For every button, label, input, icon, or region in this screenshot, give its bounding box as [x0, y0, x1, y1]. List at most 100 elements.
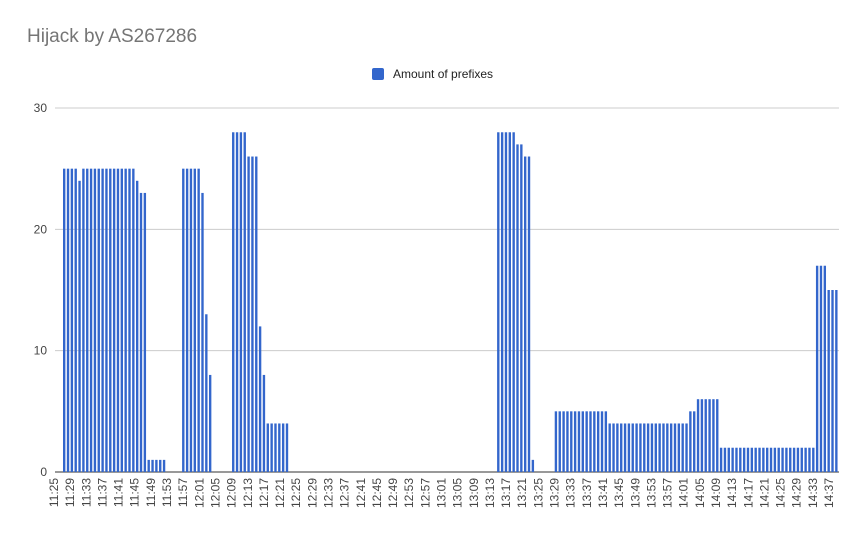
bar — [735, 447, 738, 472]
bar — [608, 423, 611, 472]
bar — [109, 168, 112, 473]
bar — [266, 423, 269, 472]
bar — [116, 168, 120, 473]
bar — [685, 423, 688, 472]
bar — [666, 423, 669, 472]
bar — [754, 447, 757, 472]
bar — [562, 411, 565, 472]
bar — [527, 156, 531, 472]
x-tick-label: 14:13 — [725, 478, 739, 508]
bar — [78, 180, 81, 473]
bar — [700, 399, 704, 472]
legend: Amount of prefixes — [372, 67, 493, 81]
x-tick-label: 12:45 — [370, 478, 384, 508]
bar — [101, 168, 104, 473]
bar — [189, 168, 193, 473]
bar — [554, 411, 558, 472]
bar — [278, 423, 281, 472]
bar — [589, 411, 592, 472]
y-axis-ticks: 0 10 20 30 — [34, 101, 48, 479]
x-tick-label: 12:25 — [289, 478, 303, 508]
x-axis-ticks: 11:25 11:29 11:33 11:37 11:41 11:45 11:49 11:53… — [47, 478, 836, 508]
x-tick-label: 11:49 — [144, 478, 158, 507]
bar — [147, 459, 150, 472]
y-tick-label: 20 — [34, 222, 48, 236]
bar — [781, 447, 784, 472]
bar — [750, 447, 754, 472]
bar — [132, 168, 135, 473]
x-tick-label: 12:17 — [257, 478, 271, 508]
x-tick-label: 14:25 — [774, 478, 788, 508]
bar — [105, 168, 108, 473]
x-tick-label: 11:53 — [160, 478, 174, 507]
x-tick-label: 11:33 — [79, 478, 93, 507]
bar — [235, 132, 239, 472]
bar — [681, 423, 684, 472]
bar — [773, 447, 777, 472]
bar — [274, 423, 277, 472]
x-tick-label: 13:13 — [483, 478, 497, 508]
bar — [819, 265, 823, 472]
bar — [566, 411, 569, 472]
bar — [658, 423, 661, 472]
x-tick-label: 12:29 — [305, 478, 319, 508]
bar — [66, 168, 70, 473]
y-tick-label: 0 — [40, 465, 47, 479]
bar — [796, 447, 800, 472]
bar — [785, 447, 788, 472]
bar — [585, 411, 588, 472]
x-tick-label: 13:45 — [612, 478, 626, 508]
bar — [270, 423, 273, 472]
bar — [593, 411, 596, 472]
y-tick-label: 30 — [34, 101, 48, 115]
bar — [766, 447, 769, 472]
bar — [70, 168, 74, 473]
bar — [570, 411, 573, 472]
bar — [232, 132, 235, 472]
x-tick-label: 14:09 — [709, 478, 723, 508]
bar — [243, 132, 246, 472]
bar — [620, 423, 623, 472]
x-tick-label: 12:13 — [241, 478, 255, 508]
y-tick-label: 10 — [34, 344, 48, 358]
x-tick-label: 12:01 — [192, 478, 206, 508]
x-tick-label: 13:49 — [628, 478, 642, 508]
bar — [631, 423, 634, 472]
bar — [135, 180, 139, 473]
bar — [262, 374, 266, 472]
bar — [612, 423, 615, 472]
bar — [558, 411, 561, 472]
bar — [716, 399, 719, 472]
bar — [731, 447, 734, 472]
x-tick-label: 14:05 — [693, 478, 707, 508]
bar — [635, 423, 638, 472]
bar — [758, 447, 761, 472]
bar — [139, 192, 143, 472]
x-tick-label: 12:57 — [418, 478, 432, 508]
bar — [627, 423, 631, 472]
x-tick-label: 13:25 — [531, 478, 545, 508]
bar — [596, 411, 600, 472]
x-tick-label: 11:57 — [176, 478, 190, 507]
bar — [573, 411, 577, 472]
bar — [808, 447, 811, 472]
x-tick-label: 12:05 — [209, 478, 223, 508]
bar — [128, 168, 131, 473]
bar — [604, 411, 608, 472]
bar — [155, 459, 158, 472]
bar — [742, 447, 746, 472]
x-tick-label: 14:37 — [822, 478, 836, 508]
bar — [258, 326, 262, 472]
bars — [63, 132, 838, 473]
bar — [89, 168, 93, 473]
bar — [643, 423, 646, 472]
bar — [712, 399, 715, 472]
x-tick-label: 12:49 — [386, 478, 400, 508]
x-tick-label: 12:09 — [225, 478, 239, 508]
x-tick-label: 14:29 — [790, 478, 804, 508]
bar — [616, 423, 619, 472]
x-tick-label: 11:37 — [95, 478, 109, 507]
bar — [516, 144, 519, 472]
bar — [255, 156, 258, 472]
bar — [623, 423, 627, 472]
